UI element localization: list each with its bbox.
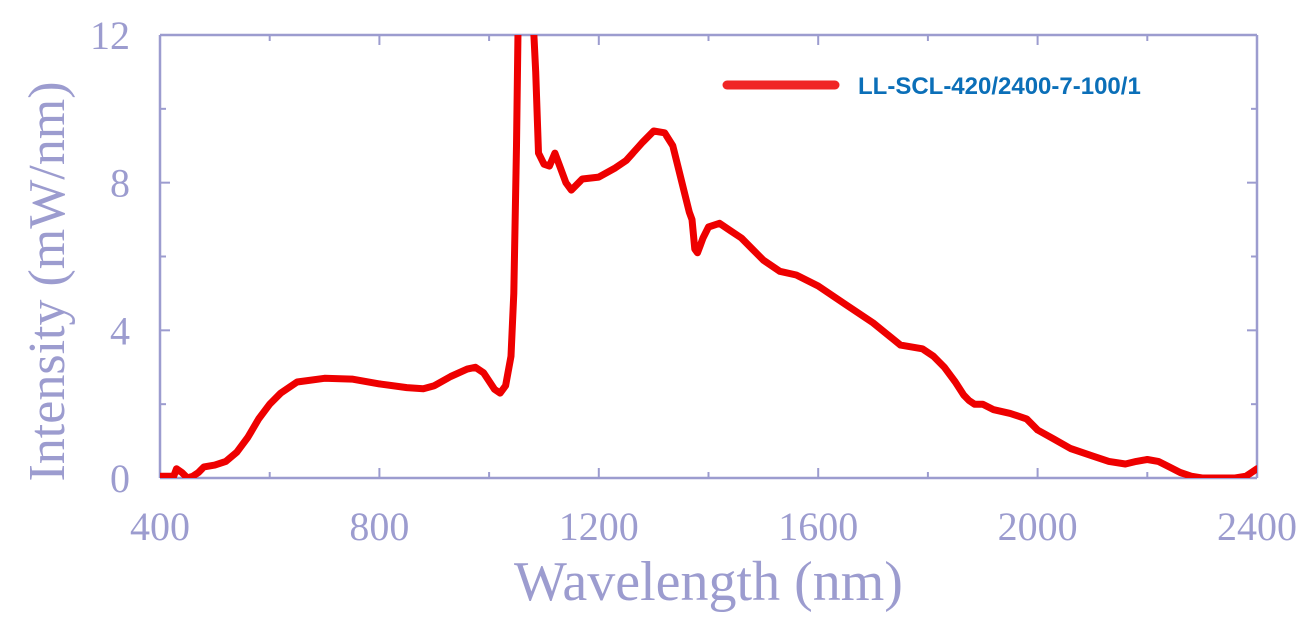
x-tick-label: 1600 <box>778 504 858 549</box>
ticks <box>159 34 1258 479</box>
x-tick-label: 2400 <box>1217 504 1297 549</box>
y-axis-title: Intensity (mW/nm) <box>19 81 76 481</box>
x-tick-label: 2000 <box>998 504 1078 549</box>
axes <box>158 33 1259 480</box>
legend: LL-SCL-420/2400-7-100/1 <box>722 73 1141 100</box>
y-tick-label: 8 <box>110 161 130 206</box>
y-tick-label: 4 <box>110 308 130 353</box>
y-tick-label: 12 <box>90 13 130 58</box>
series-line-0 <box>160 35 1257 478</box>
legend-label: LL-SCL-420/2400-7-100/1 <box>858 73 1141 100</box>
x-axis-title: Wavelength (nm) <box>514 551 903 613</box>
x-tick-label: 1200 <box>559 504 639 549</box>
x-tick-label: 400 <box>130 504 190 549</box>
y-tick-label: 0 <box>110 456 130 501</box>
x-tick-label: 800 <box>349 504 409 549</box>
tick-labels: 400 800 1200 1600 2000 2400 0 4 8 12 <box>90 13 1297 549</box>
series-layer <box>160 35 1257 478</box>
